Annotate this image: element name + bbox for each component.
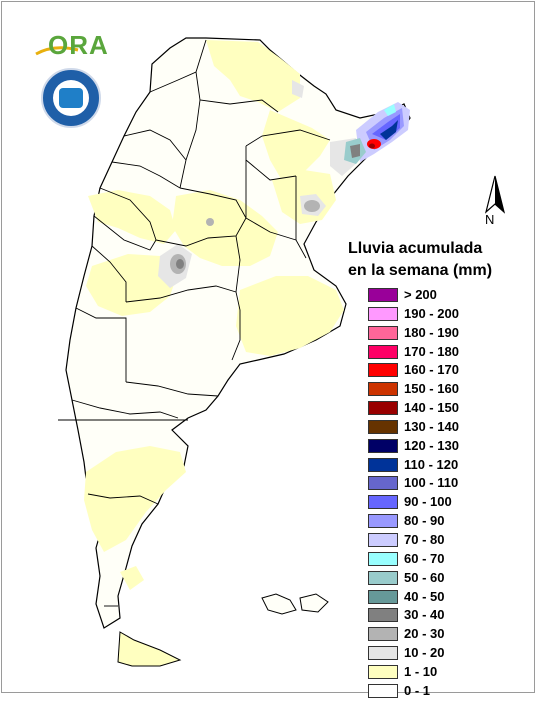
legend-swatch: [368, 363, 398, 378]
legend-label: 1 - 10: [404, 663, 438, 679]
legend-label: 120 - 130: [404, 437, 459, 453]
legend-swatch: [368, 551, 398, 566]
legend-label: 100 - 110: [404, 475, 459, 491]
legend-title-line2: en la semana (mm): [348, 262, 493, 279]
legend-label: 80 - 90: [404, 513, 445, 529]
ora-logo: ORA: [34, 28, 109, 60]
legend-label: 150 - 160: [404, 381, 459, 397]
legend-label: 50 - 60: [404, 569, 445, 585]
rain-zones-30-40: [176, 259, 184, 269]
legend-label: 90 - 100: [404, 494, 452, 510]
legend-swatch: [368, 646, 398, 661]
legend-swatch: [368, 344, 398, 359]
legend-swatch: [368, 288, 398, 302]
malvinas-islands: [261, 593, 329, 615]
legend-label: 170 - 180: [404, 343, 459, 359]
map-frame: [1, 1, 535, 693]
legend-label: 0 - 1: [404, 682, 431, 698]
legend-swatch: [368, 476, 398, 491]
legend-swatch: [368, 382, 398, 397]
legend-swatch: [368, 608, 398, 623]
legend-swatch: [368, 627, 398, 642]
legend-swatch: [368, 325, 398, 340]
legend-title: Lluvia acumulada en la semana (mm): [348, 238, 518, 282]
sun-swoosh-icon: [35, 46, 79, 56]
north-arrow-icon: [484, 175, 506, 214]
legend-swatch: [368, 438, 398, 453]
legend-title-line1: Lluvia acumulada: [348, 240, 483, 257]
legend-swatch: [368, 570, 398, 585]
legend-swatch: [368, 401, 398, 416]
province-borders: [58, 39, 331, 607]
legend-swatch: [368, 514, 398, 529]
smn-logo: [41, 68, 101, 128]
legend-swatch: [368, 664, 398, 679]
legend-label: 160 - 170: [404, 362, 459, 378]
legend-label: 40 - 50: [404, 588, 445, 604]
legend-label: 180 - 190: [404, 324, 459, 340]
legend-label: 130 - 140: [404, 418, 459, 434]
legend-label: 10 - 20: [404, 645, 445, 661]
legend-swatch: [368, 532, 398, 547]
legend-swatch: [368, 457, 398, 472]
legend-label: 140 - 150: [404, 400, 459, 416]
legend-label: 60 - 70: [404, 550, 445, 566]
tierra-del-fuego: [117, 631, 182, 667]
ora-logo-text: ORA: [48, 30, 109, 60]
rain-zones-heavy-misiones: [344, 102, 410, 164]
legend-label: 190 - 200: [404, 305, 459, 321]
legend-swatch: [368, 495, 398, 510]
legend-label: 30 - 40: [404, 607, 445, 623]
north-indicator: N: [478, 174, 512, 230]
legend-label: 110 - 120: [404, 456, 459, 472]
north-label: N: [485, 212, 495, 227]
legend-swatch: [368, 306, 398, 321]
legend-label: 70 - 80: [404, 531, 445, 547]
legend-swatch: [368, 419, 398, 434]
legend-label: 20 - 30: [404, 626, 445, 642]
legend-swatch: [368, 589, 398, 604]
smn-logo-emblem-icon: [59, 88, 83, 108]
rain-zones-1-10: [84, 40, 344, 590]
legend-label: > 200: [404, 287, 437, 302]
